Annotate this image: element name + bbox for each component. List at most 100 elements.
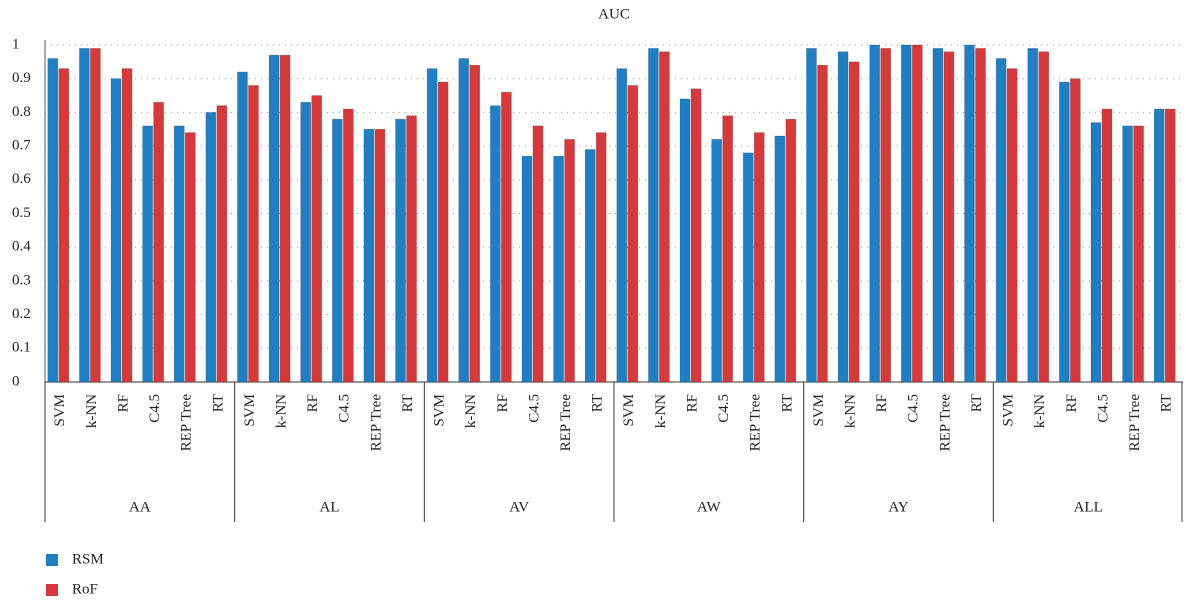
chart-title: AUC [598, 6, 630, 22]
bar [785, 118, 797, 383]
x-tick-label: SVM [242, 394, 258, 427]
bar [363, 128, 375, 383]
group-label: AY [888, 499, 908, 515]
bar [595, 132, 607, 383]
bar [237, 71, 248, 383]
bar [1027, 48, 1039, 383]
bar [173, 125, 185, 383]
bar [406, 115, 417, 383]
bar [248, 85, 259, 383]
x-tick-label: REP Tree [368, 394, 384, 452]
x-tick-label: C4.5 [716, 394, 732, 423]
bar [584, 149, 596, 383]
x-tick-label: REP Tree [937, 394, 953, 452]
bar [490, 105, 501, 383]
x-tick-label: k-NN [463, 394, 479, 428]
bar [268, 54, 280, 383]
x-tick-label: RF [684, 394, 700, 412]
bar [837, 51, 849, 383]
x-tick-label: REP Tree [558, 394, 574, 452]
bar [880, 48, 891, 383]
y-tick-label: 0.3 [12, 272, 31, 288]
bar [90, 48, 101, 383]
legend-label: RSM [72, 551, 104, 567]
x-tick-label: REP Tree [1127, 394, 1143, 452]
x-tick-label: SVM [52, 394, 68, 427]
bar [216, 105, 228, 383]
bar [943, 51, 955, 383]
x-tick-label: k-NN [274, 394, 290, 428]
x-tick-label: SVM [621, 394, 637, 427]
bar [616, 68, 628, 383]
bar [679, 98, 691, 383]
y-tick-label: 0.1 [12, 340, 31, 356]
x-tick-label: C4.5 [526, 394, 542, 423]
bar [121, 68, 133, 383]
x-tick-label: C4.5 [147, 394, 163, 423]
group-label: AA [129, 499, 151, 515]
y-tick-label: 0.6 [12, 171, 31, 187]
bar [110, 78, 122, 383]
bar [1006, 68, 1018, 383]
bar [1153, 108, 1165, 383]
y-tick-label: 0.9 [12, 70, 31, 86]
x-tick-label: REP Tree [748, 394, 764, 452]
bar [774, 135, 786, 383]
bar [279, 54, 291, 383]
y-tick-label: 0.8 [12, 104, 31, 120]
legend-swatch [46, 554, 58, 566]
bar [1059, 81, 1070, 383]
legend-label: RoF [72, 581, 98, 597]
y-tick-label: 1 [12, 36, 20, 52]
bar [1133, 125, 1144, 383]
bar [521, 155, 533, 383]
x-tick-label: RT [779, 394, 795, 412]
y-tick-label: 0 [12, 373, 20, 389]
bar [648, 48, 659, 383]
x-tick-label: SVM [1001, 394, 1017, 427]
bar [426, 68, 438, 383]
bar [912, 44, 923, 383]
group-label: AW [697, 499, 722, 515]
bar [142, 125, 153, 383]
bar [47, 58, 59, 383]
bar [374, 128, 386, 383]
bar [501, 91, 512, 383]
y-tick-label: 0.2 [12, 306, 31, 322]
bar [901, 44, 912, 383]
y-tick-label: 0.5 [12, 205, 31, 221]
bar [300, 101, 311, 383]
bar [742, 152, 754, 383]
bar [564, 139, 575, 383]
x-tick-label: k-NN [84, 394, 100, 428]
x-tick-label: RF [305, 394, 321, 412]
y-tick-label: 0.7 [12, 138, 31, 154]
x-tick-label: RF [115, 394, 131, 412]
bar [711, 139, 722, 383]
bar [458, 58, 470, 383]
bar [343, 108, 354, 383]
bar [964, 44, 975, 383]
bar [311, 95, 322, 383]
bar [1038, 51, 1050, 383]
bar [79, 48, 90, 383]
bar [395, 118, 406, 383]
bar [1101, 108, 1113, 383]
x-tick-label: RF [1064, 394, 1080, 412]
bar [1090, 122, 1102, 383]
x-tick-label: C4.5 [906, 394, 922, 423]
bar [184, 132, 196, 383]
bar [469, 64, 481, 383]
x-tick-label: RT [1159, 394, 1175, 412]
bar [1070, 78, 1081, 383]
x-tick-label: RT [400, 394, 416, 412]
bar [532, 125, 544, 383]
y-tick-label: 0.4 [12, 239, 31, 255]
bar [553, 155, 564, 383]
group-label: AV [509, 499, 529, 515]
bar [659, 51, 670, 383]
bar [722, 115, 733, 383]
legend-swatch [46, 584, 58, 596]
bar [332, 118, 343, 383]
